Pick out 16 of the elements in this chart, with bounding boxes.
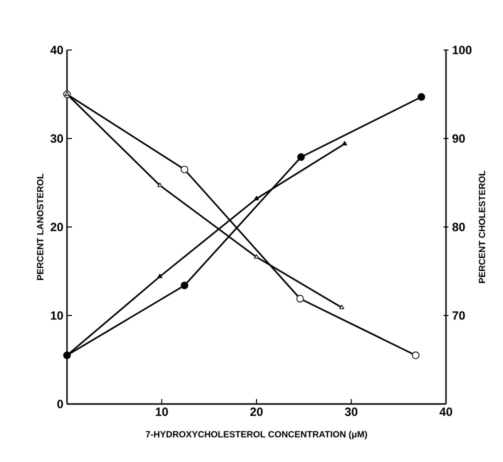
y-tick-label: 20 bbox=[50, 222, 63, 232]
y2-axis-title: PERCENT CHOLESTEROL bbox=[478, 170, 486, 283]
y-axis-title: PERCENT LANOSTEROL bbox=[36, 174, 44, 280]
x-axis-title: 7-HYDROXYCHOLESTEROL CONCENTRATION (μM) bbox=[146, 430, 368, 440]
y-tick-label: 30 bbox=[50, 134, 63, 143]
y-tick-label: 0 bbox=[57, 400, 63, 408]
x-tick-label: 40 bbox=[440, 408, 452, 416]
x-tick-label: 10 bbox=[156, 408, 168, 416]
y2-tick-label: 100 bbox=[452, 46, 472, 54]
y2-tick-label: 80 bbox=[452, 222, 465, 232]
y2-tick-label: 90 bbox=[452, 134, 465, 143]
y2-tick-label: 70 bbox=[452, 311, 465, 320]
x-tick-label: 30 bbox=[344, 408, 358, 416]
y-tick-label: 10 bbox=[50, 311, 63, 320]
x-tick-label: 20 bbox=[250, 408, 263, 416]
y-tick-label: 40 bbox=[50, 46, 63, 54]
